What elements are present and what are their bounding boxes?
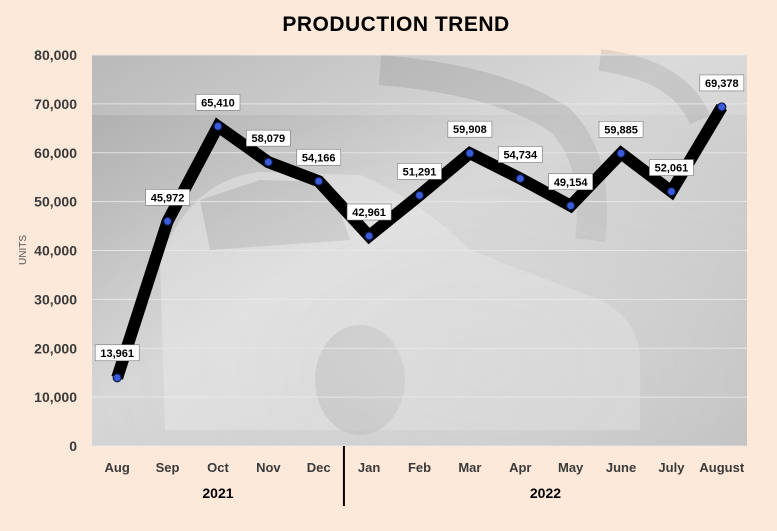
data-label: 59,885: [598, 121, 644, 138]
data-point: [162, 216, 173, 226]
data-label: 42,961: [346, 203, 392, 221]
data-point: [465, 148, 475, 158]
x-tick-label: June: [606, 460, 636, 475]
data-point: [717, 102, 727, 112]
x-tick-label: Dec: [307, 460, 331, 475]
x-tick-label: Sep: [156, 460, 180, 475]
svg-text:54,166: 54,166: [302, 152, 336, 164]
svg-text:54,734: 54,734: [503, 149, 538, 161]
data-labels: 13,961 45,972 65,410 58,079 54,166 42,961 51,2…: [94, 74, 745, 362]
y-tick-label: 70,000: [34, 96, 77, 112]
data-label: 54,734: [497, 146, 543, 163]
chart-title: PRODUCTION TREND: [282, 13, 509, 36]
y-tick-label: 80,000: [34, 47, 77, 63]
y-tick-label: 20,000: [34, 340, 77, 356]
svg-text:58,079: 58,079: [252, 133, 286, 145]
x-tick-label: May: [558, 460, 584, 475]
data-label: 52,061: [649, 159, 694, 176]
data-point: [616, 148, 626, 158]
y-tick-label: 50,000: [34, 194, 77, 210]
y-tick-label: 30,000: [34, 291, 77, 307]
data-label: 49,154: [548, 173, 593, 191]
svg-text:59,885: 59,885: [604, 124, 638, 136]
y-tick-label: 40,000: [34, 243, 77, 259]
data-point: [364, 231, 374, 241]
data-label: 54,166: [296, 148, 342, 166]
x-tick-label: Oct: [207, 460, 229, 475]
x-tick-label: Aug: [105, 460, 130, 475]
data-label: 45,972: [145, 189, 190, 206]
data-point: [263, 157, 273, 167]
y-axis: 0 10,000 20,000 30,000 40,000 50,000 60,000 70,…: [34, 47, 77, 454]
svg-text:59,908: 59,908: [453, 124, 487, 136]
x-tick-label: Jan: [358, 460, 380, 475]
data-label: 51,291: [397, 163, 442, 180]
data-point: [213, 121, 223, 131]
svg-text:42,961: 42,961: [352, 207, 386, 219]
y-tick-label: 0: [69, 438, 77, 454]
year-group-label: 2022: [530, 485, 561, 501]
svg-text:69,378: 69,378: [705, 78, 739, 90]
y-tick-label: 10,000: [34, 389, 77, 405]
year-group-label: 2021: [202, 485, 233, 501]
data-point: [112, 373, 122, 383]
data-label: 58,079: [246, 129, 291, 147]
data-point: [666, 186, 677, 197]
x-tick-label: Nov: [256, 460, 281, 475]
svg-text:13,961: 13,961: [100, 348, 134, 360]
data-label: 65,410: [195, 94, 241, 111]
svg-text:45,972: 45,972: [151, 192, 185, 204]
x-tick-label: August: [699, 460, 744, 475]
data-point: [566, 201, 576, 211]
data-label: 59,908: [447, 120, 493, 138]
x-tick-label: Feb: [408, 460, 431, 475]
y-tick-label: 60,000: [34, 145, 77, 161]
x-axis-year-groups: 2021 2022: [202, 446, 561, 506]
svg-text:65,410: 65,410: [201, 97, 235, 109]
data-point: [314, 176, 324, 186]
x-axis: Aug Sep Oct Nov Dec Jan Feb Mar Apr May June July Au…: [105, 460, 745, 475]
svg-text:51,291: 51,291: [403, 166, 437, 178]
data-point: [515, 173, 525, 184]
x-tick-label: July: [658, 460, 685, 475]
svg-text:49,154: 49,154: [554, 177, 589, 189]
data-point: [414, 190, 425, 200]
svg-text:52,061: 52,061: [655, 163, 689, 175]
x-tick-label: Apr: [509, 460, 531, 475]
data-label: 69,378: [699, 74, 745, 92]
x-tick-label: Mar: [458, 460, 481, 475]
y-axis-label: UNITS: [18, 235, 29, 265]
data-label: 13,961: [94, 344, 140, 362]
series-production: [111, 102, 727, 383]
